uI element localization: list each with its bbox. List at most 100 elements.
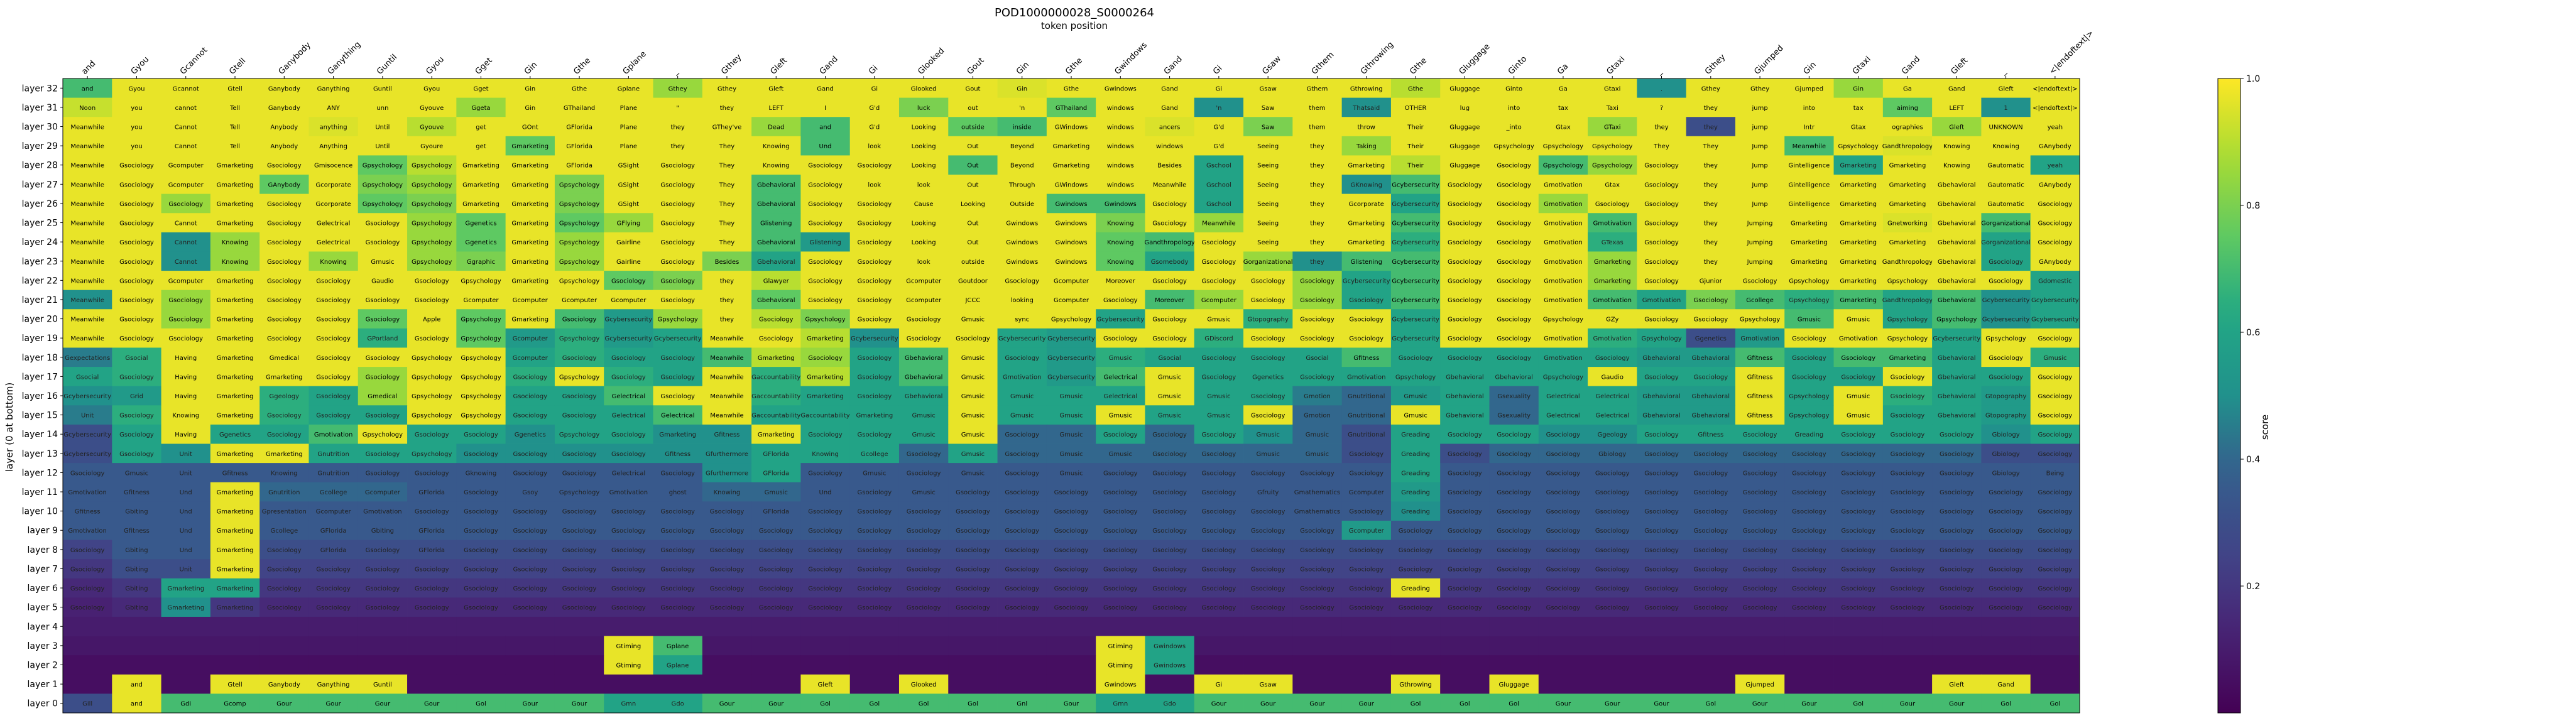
- cell-token: Gbehavioral: [1938, 220, 1976, 227]
- heatmap-cells: and Gyou Gcannot Gtell Ganybody Ganything Gunt…: [62, 78, 2080, 714]
- heatmap-cell: [161, 559, 211, 579]
- row-label: layer 32: [22, 84, 58, 94]
- cell-token: Gsociology: [1202, 585, 1236, 592]
- cell-token: Gsociology: [1005, 528, 1039, 535]
- heatmap-cell: [849, 655, 900, 675]
- cell-token: windows: [1107, 163, 1134, 170]
- heatmap-cell: [112, 117, 161, 137]
- cell-token: Gsociology: [858, 509, 892, 516]
- heatmap-cell: [751, 251, 801, 271]
- cell-token: Gsociology: [1644, 528, 1679, 535]
- heatmap-cell: [1588, 79, 1637, 99]
- cell-token: Gpsychology: [412, 239, 452, 246]
- heatmap-cell: [1981, 97, 2031, 117]
- cell-token: Gsociology: [1202, 547, 1236, 554]
- cell-token: Gsociology: [2038, 201, 2073, 208]
- heatmap-cell: [112, 347, 161, 367]
- heatmap-cell: [997, 136, 1047, 156]
- heatmap-cell: [653, 175, 703, 195]
- heatmap-cell: [702, 636, 752, 656]
- cell-token: Gol: [2050, 701, 2061, 708]
- heatmap-cell: [948, 693, 998, 714]
- heatmap-cell: [1194, 655, 1244, 675]
- heatmap-cell: [1932, 251, 1982, 271]
- heatmap-cell: [1096, 655, 1145, 675]
- heatmap-cell: [63, 290, 112, 310]
- heatmap-cell: [1932, 501, 1982, 521]
- cell-token: Gsociology: [1989, 355, 2023, 362]
- heatmap-cell: [1784, 463, 1834, 483]
- cell-token: Gsociology: [1644, 182, 1679, 188]
- cell-token: Unit: [180, 451, 192, 458]
- cell-token: Gcomputer: [168, 163, 204, 170]
- cell-token: Gsociology: [1595, 566, 1630, 573]
- heatmap-cell: [407, 271, 457, 291]
- cell-token: Gsociology: [1940, 470, 1974, 477]
- heatmap-cell: [1145, 540, 1195, 560]
- heatmap-cell: [1588, 290, 1637, 310]
- heatmap-cell: [63, 136, 112, 156]
- cell-token: Gmarketing: [659, 432, 696, 438]
- heatmap-cell: [63, 97, 112, 117]
- cell-token: Gsociology: [1743, 470, 1777, 477]
- heatmap-cell: [1145, 97, 1195, 117]
- cell-token: Ganybody: [268, 105, 300, 112]
- heatmap-cell: [1637, 97, 1687, 117]
- heatmap-cell: [112, 443, 161, 464]
- heatmap-cell: [1784, 482, 1834, 502]
- cell-token: Gmusic: [1404, 413, 1427, 420]
- heatmap-cell: [1882, 79, 1933, 99]
- heatmap-cell: [1046, 559, 1096, 579]
- cell-token: Gsociology: [1891, 528, 1925, 535]
- heatmap-cell: [1882, 386, 1933, 406]
- heatmap-cell: [1833, 79, 1884, 99]
- heatmap-cell: [1440, 693, 1490, 714]
- cell-token: Unit: [180, 470, 192, 477]
- heatmap-cell: [653, 328, 703, 348]
- heatmap-cell: [1292, 578, 1343, 598]
- heatmap-cell: [112, 367, 161, 387]
- heatmap-cell: [357, 424, 408, 444]
- cell-token: Gsociology: [1054, 528, 1089, 535]
- heatmap-cell: [1194, 482, 1244, 502]
- cell-token: Gbehavioral: [1642, 393, 1681, 400]
- cell-token: Gsociology: [168, 335, 203, 342]
- cell-token: Gschool: [1206, 163, 1231, 170]
- column-label: Ganybody: [277, 40, 314, 77]
- cell-token: Jump: [1751, 143, 1767, 150]
- heatmap-cell: [210, 290, 260, 310]
- heatmap-cell: [898, 290, 949, 310]
- cell-token: Gsociology: [1054, 605, 1089, 612]
- cell-token: Gmusic: [961, 393, 985, 400]
- cell-token: Gsociology: [1989, 547, 2023, 554]
- heatmap-cell: [259, 674, 309, 694]
- heatmap-cell: [1145, 674, 1195, 694]
- cell-token: Gsociology: [907, 509, 941, 516]
- cell-token: Gluggage: [1449, 163, 1480, 170]
- cell-token: Gsociology: [316, 374, 351, 381]
- heatmap-cell: [1341, 117, 1392, 137]
- heatmap-cell: [1292, 540, 1343, 560]
- heatmap-cell: [1833, 636, 1884, 656]
- cell-token: Gsociology: [1792, 489, 1826, 496]
- cell-token: Gpsychology: [1740, 317, 1780, 323]
- heatmap-cell: [1882, 655, 1933, 675]
- heatmap-cell: [112, 520, 161, 540]
- cell-token: Gsociology: [1940, 509, 1974, 516]
- cell-token: Gcybersecurity: [605, 317, 653, 323]
- cell-token: Having: [175, 393, 197, 400]
- cell-token: Gmarketing: [1889, 239, 1926, 246]
- heatmap-cell: [1981, 616, 2031, 636]
- heatmap-cell: [1735, 405, 1785, 425]
- heatmap-cell: [800, 559, 851, 579]
- heatmap-cell: [1882, 290, 1933, 310]
- heatmap-cell: [308, 636, 359, 656]
- cell-token: Gol: [1509, 701, 1519, 708]
- cell-token: Gmarketing: [1840, 182, 1877, 188]
- heatmap-cell: [161, 117, 211, 137]
- heatmap-cell: [1833, 232, 1884, 252]
- heatmap-cell: [1932, 175, 1982, 195]
- cell-token: Gsociology: [1300, 297, 1334, 304]
- cell-token: Gmotivation: [1593, 335, 1632, 342]
- heatmap-cell: [554, 175, 604, 195]
